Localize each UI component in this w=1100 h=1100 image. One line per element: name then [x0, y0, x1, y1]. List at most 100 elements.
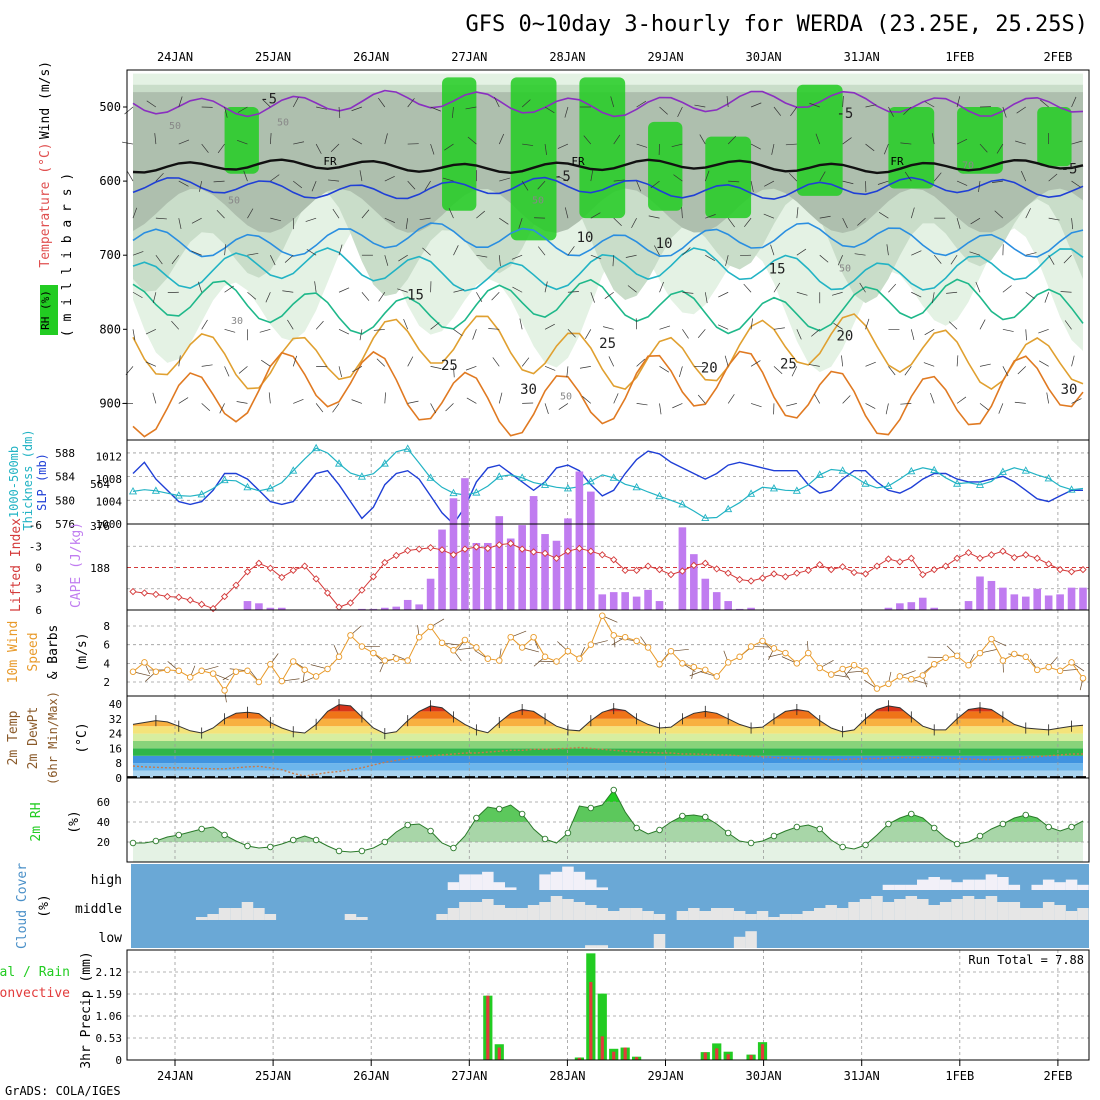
wind-barb — [287, 319, 294, 330]
wind-barb — [671, 143, 683, 148]
cloud-cell — [962, 896, 975, 920]
wind-barb — [837, 255, 843, 266]
wind-speed-point — [141, 659, 148, 666]
lifted-tick-label: 6 — [35, 604, 42, 617]
thickness-tick-label: 576 — [55, 518, 75, 531]
wind-barb — [518, 218, 523, 229]
lifted-index-point — [587, 547, 595, 555]
wind-barb — [677, 106, 683, 118]
cloud-cell — [951, 899, 963, 920]
thickness-tick-label: 584 — [55, 471, 75, 484]
wind-barb — [819, 215, 831, 219]
temp-unit-label: (°C) — [75, 722, 90, 753]
wind-barb — [659, 325, 671, 330]
wind-barb — [1020, 170, 1027, 182]
wind-barb — [311, 180, 317, 192]
lifted-index-point — [713, 565, 721, 573]
top-date-label: 24JAN — [157, 50, 193, 64]
freezing-level-label: FR — [890, 155, 904, 168]
lifted-index-point — [770, 570, 778, 578]
wind-speed-point — [656, 661, 663, 668]
isotherm-label: 15 — [769, 262, 786, 278]
wind-speed-point — [198, 667, 205, 675]
wind-barb — [796, 329, 802, 340]
precip-convective-bar — [726, 1054, 730, 1060]
rh-point — [312, 836, 320, 844]
thickness-point — [472, 488, 481, 496]
isotherm-label: -5 — [554, 169, 571, 185]
cape-bar — [735, 608, 744, 610]
wind-barb — [771, 143, 775, 155]
cloud-cell — [710, 908, 723, 920]
wind-barb — [145, 361, 157, 367]
wind-barb — [1002, 328, 1014, 332]
lifted-index-point — [1056, 565, 1064, 574]
wind-tick-label: 4 — [103, 657, 110, 670]
rh-point — [289, 836, 297, 844]
wind-barb — [590, 170, 594, 182]
rh-point — [816, 825, 823, 833]
cape-bar — [712, 592, 721, 610]
wind-barb — [672, 403, 683, 409]
lifted-index-point — [312, 575, 320, 583]
rh-point — [244, 842, 251, 850]
wind-barb — [544, 366, 556, 371]
thickness-point — [289, 466, 298, 474]
cloud-cell — [470, 874, 483, 890]
isotherm-line — [132, 89, 1084, 118]
top-date-label: 25JAN — [255, 50, 291, 64]
lifted-index-point — [942, 562, 950, 570]
isotherm-label: 20 — [836, 328, 853, 344]
lifted-index-point — [747, 577, 755, 585]
wind-barb — [744, 217, 752, 228]
thickness-point — [838, 466, 847, 474]
lifted-index-point — [861, 570, 870, 578]
cloud-cell — [997, 877, 1009, 890]
lifted-index-point — [175, 593, 183, 601]
wind10m-frame — [126, 609, 1090, 697]
cloud-cell — [1065, 911, 1078, 920]
rh-point — [335, 847, 343, 855]
wind-barb — [979, 143, 988, 153]
cloud-cell — [436, 914, 448, 920]
lifted-index-point — [426, 544, 435, 552]
wind-speed-point — [358, 643, 366, 650]
wind-barb — [1071, 140, 1083, 145]
wind-barb — [154, 133, 157, 145]
wind-barb — [788, 172, 798, 182]
wind-barb — [933, 254, 942, 264]
cloud-cell — [1054, 905, 1066, 920]
slp-tick-label: 1004 — [96, 496, 123, 509]
wind-barb — [1025, 252, 1037, 256]
wind-speed-point — [484, 655, 492, 662]
wind-barb — [1040, 99, 1049, 108]
wind-speed-point — [873, 685, 881, 692]
wind-barb — [1048, 255, 1055, 265]
cape-bar — [701, 578, 710, 610]
rh2m-frame — [126, 777, 1090, 863]
freezing-level-label: FR — [323, 155, 337, 168]
cloud-cell — [905, 896, 918, 920]
wind-barb — [403, 318, 409, 330]
lifted-index-point — [976, 554, 984, 562]
freezing-level-label: FR — [571, 155, 585, 168]
lifted-index-point — [919, 570, 927, 579]
wind-barb — [511, 254, 523, 260]
wind-barb — [1044, 292, 1049, 303]
cloud-unit-label: (%) — [37, 894, 52, 917]
wind-barb — [359, 329, 363, 341]
wind-barb — [201, 403, 211, 412]
cape-bar — [369, 608, 378, 610]
isotherm-line — [132, 176, 1084, 200]
wind-barb — [1046, 392, 1050, 404]
wind-barb — [384, 175, 395, 182]
wind-barb — [956, 218, 961, 229]
wind-tick-label: 6 — [103, 639, 110, 652]
cape-bar — [358, 608, 366, 610]
wind-label-3: & Barbs — [46, 625, 61, 680]
cloud-cell — [871, 896, 883, 920]
wind-barb — [270, 133, 272, 145]
cloud-cell — [985, 874, 998, 890]
cloud-cell — [917, 899, 929, 920]
wind-barb — [219, 403, 225, 414]
